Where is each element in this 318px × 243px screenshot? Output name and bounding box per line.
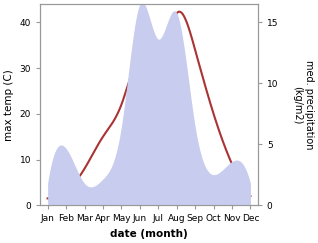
X-axis label: date (month): date (month)	[110, 229, 188, 239]
Y-axis label: med. precipitation
(kg/m2): med. precipitation (kg/m2)	[292, 60, 314, 149]
Y-axis label: max temp (C): max temp (C)	[4, 69, 14, 141]
